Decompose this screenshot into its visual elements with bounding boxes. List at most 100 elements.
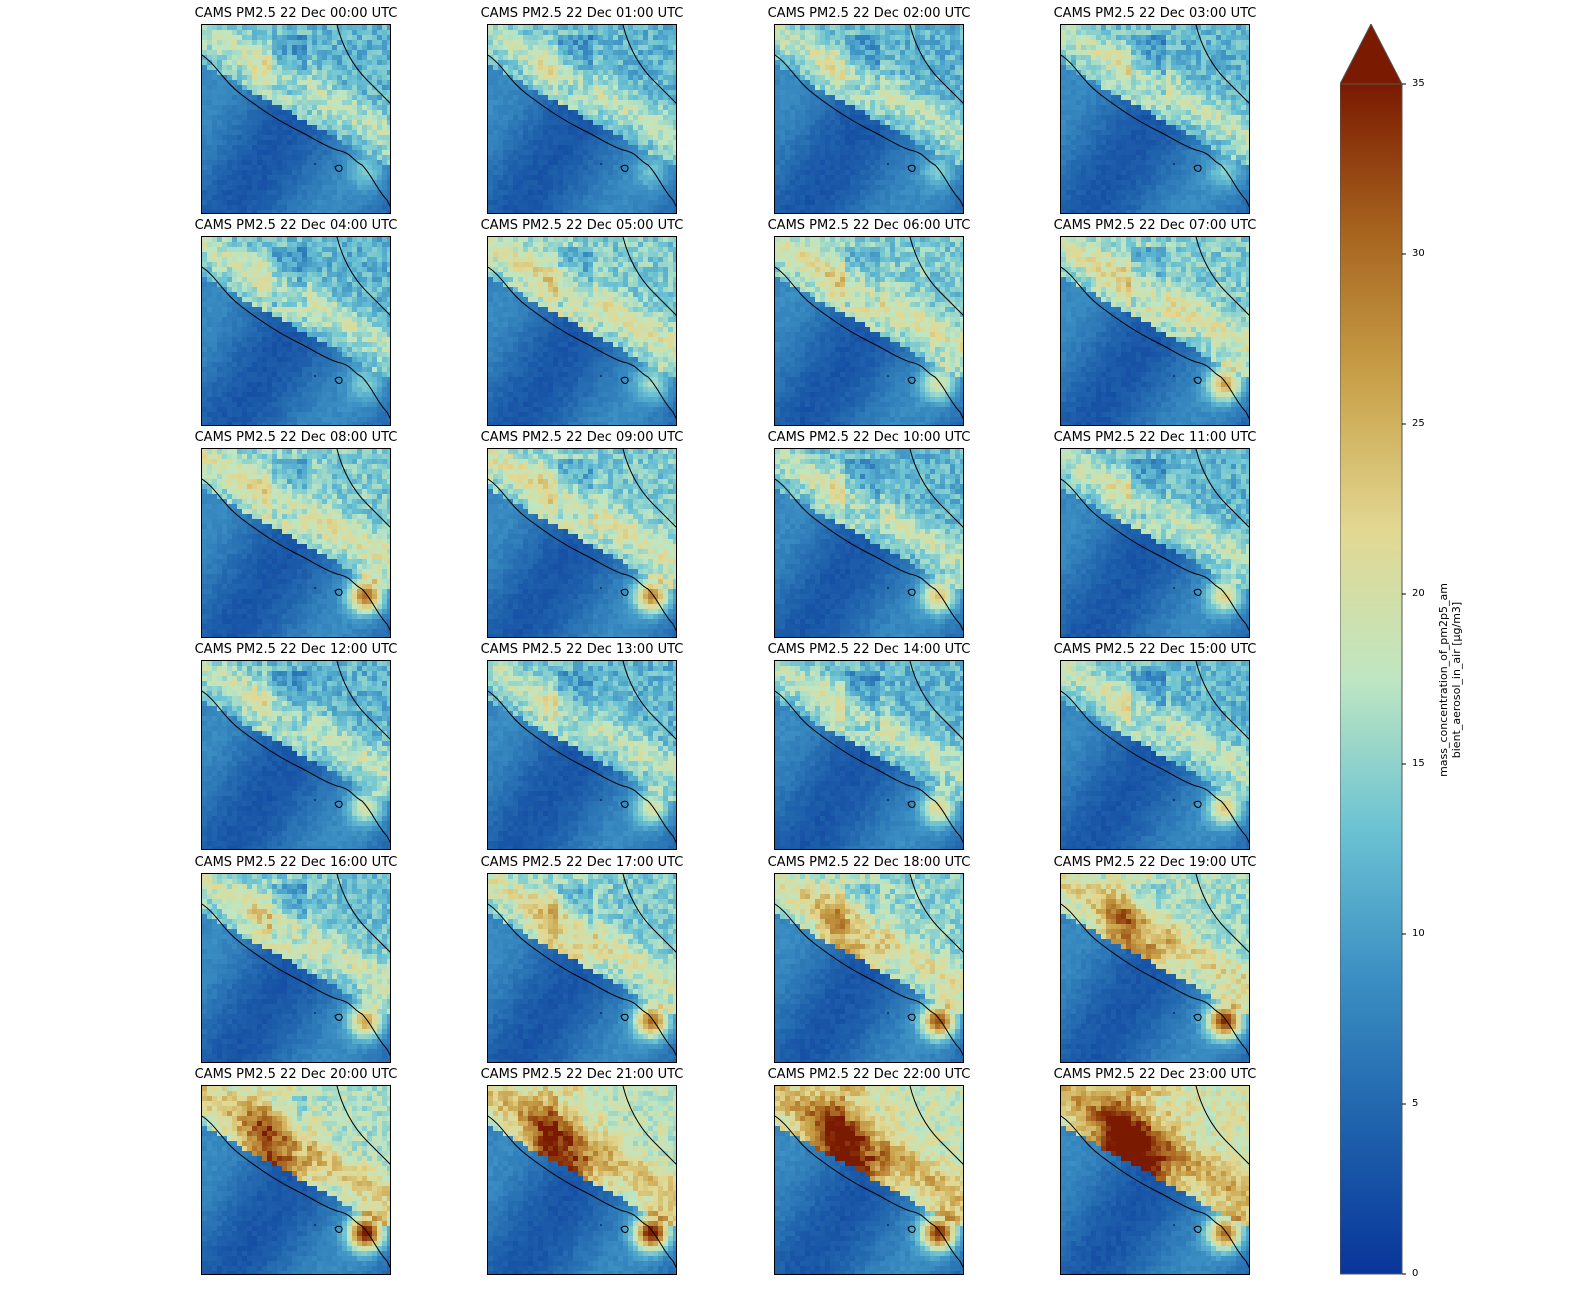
heatmap-cells (775, 449, 963, 637)
map-panel (487, 1085, 677, 1275)
colorbar-extend-arrow (1340, 24, 1403, 85)
islet-marker (314, 375, 316, 377)
island-outline (334, 164, 343, 172)
map-panel (774, 448, 964, 638)
coastline (622, 874, 676, 953)
island-outline (1193, 800, 1202, 808)
heatmap-cells (775, 874, 963, 1062)
island-outline (907, 164, 916, 172)
map-panel (1060, 1085, 1250, 1275)
island-outline (1193, 164, 1202, 172)
heatmap (1061, 449, 1249, 637)
island-outline (907, 1225, 916, 1233)
heatmap (202, 1086, 390, 1274)
panel-title: CAMS PM2.5 22 Dec 18:00 UTC (754, 855, 984, 871)
map-panel (201, 873, 391, 1063)
heatmap (775, 1086, 963, 1274)
panel-title: CAMS PM2.5 22 Dec 15:00 UTC (1040, 642, 1270, 658)
island-outline (907, 376, 916, 384)
islet-marker (600, 587, 602, 589)
panel-title: CAMS PM2.5 22 Dec 20:00 UTC (181, 1067, 411, 1083)
colorbar-tick-label: 20 (1412, 588, 1425, 600)
heatmap (202, 661, 390, 849)
coastline (1061, 1115, 1249, 1269)
map-panel (201, 660, 391, 850)
colorbar-tick-label: 30 (1412, 248, 1425, 260)
panel-title: CAMS PM2.5 22 Dec 17:00 UTC (467, 855, 697, 871)
heatmap (202, 874, 390, 1062)
panel-title: CAMS PM2.5 22 Dec 10:00 UTC (754, 430, 984, 446)
coastline (1195, 449, 1249, 528)
heatmap-cells (488, 1086, 676, 1274)
panel-title: CAMS PM2.5 22 Dec 02:00 UTC (754, 6, 984, 22)
islet-marker (600, 799, 602, 801)
island-outline (1193, 588, 1202, 596)
heatmap-cells (1061, 661, 1249, 849)
coastline (336, 25, 390, 104)
panel-title: CAMS PM2.5 22 Dec 06:00 UTC (754, 218, 984, 234)
coastline (909, 237, 963, 316)
coastline (909, 874, 963, 953)
colorbar-label-line2: bient_aerosol_in_air [µg/m3] (1450, 450, 1463, 910)
coastline (488, 54, 676, 208)
island-outline (907, 1013, 916, 1021)
islet-marker (887, 375, 889, 377)
heatmap (1061, 25, 1249, 213)
islet-marker (1173, 375, 1175, 377)
heatmap-cells (775, 661, 963, 849)
coastline (909, 1086, 963, 1165)
map-panel (1060, 236, 1250, 426)
coastline (336, 449, 390, 528)
island-outline (907, 588, 916, 596)
coastline (622, 1086, 676, 1165)
heatmap (775, 661, 963, 849)
heatmap-cells (202, 1086, 390, 1274)
panel-title: CAMS PM2.5 22 Dec 05:00 UTC (467, 218, 697, 234)
coastline (488, 266, 676, 420)
coastline (488, 478, 676, 632)
coastline (775, 903, 963, 1057)
map-panel (201, 1085, 391, 1275)
heatmap-cells (488, 449, 676, 637)
colorbar (1340, 24, 1406, 1275)
heatmap (488, 25, 676, 213)
coastline (488, 1115, 676, 1269)
colorbar-label: mass_concentration_of_pm2p5_am bient_aer… (1437, 450, 1463, 910)
island-outline (620, 376, 629, 384)
panel-title: CAMS PM2.5 22 Dec 08:00 UTC (181, 430, 411, 446)
islet-marker (600, 163, 602, 165)
heatmap-cells (202, 449, 390, 637)
panel-title: CAMS PM2.5 22 Dec 23:00 UTC (1040, 1067, 1270, 1083)
map-panel (1060, 448, 1250, 638)
coastline (202, 903, 390, 1057)
heatmap (1061, 1086, 1249, 1274)
panel-title: CAMS PM2.5 22 Dec 22:00 UTC (754, 1067, 984, 1083)
panel-title: CAMS PM2.5 22 Dec 04:00 UTC (181, 218, 411, 234)
island-outline (334, 588, 343, 596)
heatmap-cells (775, 237, 963, 425)
map-panel (487, 448, 677, 638)
coastline (336, 661, 390, 740)
coastline (622, 25, 676, 104)
heatmap-cells (1061, 874, 1249, 1062)
island-outline (620, 588, 629, 596)
coastline (622, 661, 676, 740)
map-panel (774, 236, 964, 426)
map-panel (774, 24, 964, 214)
coastline (1195, 25, 1249, 104)
heatmap-cells (1061, 25, 1249, 213)
panel-title: CAMS PM2.5 22 Dec 11:00 UTC (1040, 430, 1270, 446)
panel-title: CAMS PM2.5 22 Dec 03:00 UTC (1040, 6, 1270, 22)
coastline (1061, 690, 1249, 844)
heatmap-cells (775, 1086, 963, 1274)
coastline (488, 903, 676, 1057)
island-outline (1193, 1013, 1202, 1021)
panel-title: CAMS PM2.5 22 Dec 00:00 UTC (181, 6, 411, 22)
heatmap (488, 449, 676, 637)
islet-marker (1173, 1012, 1175, 1014)
heatmap (775, 874, 963, 1062)
coastline (1061, 54, 1249, 208)
heatmap-cells (488, 874, 676, 1062)
heatmap (488, 874, 676, 1062)
